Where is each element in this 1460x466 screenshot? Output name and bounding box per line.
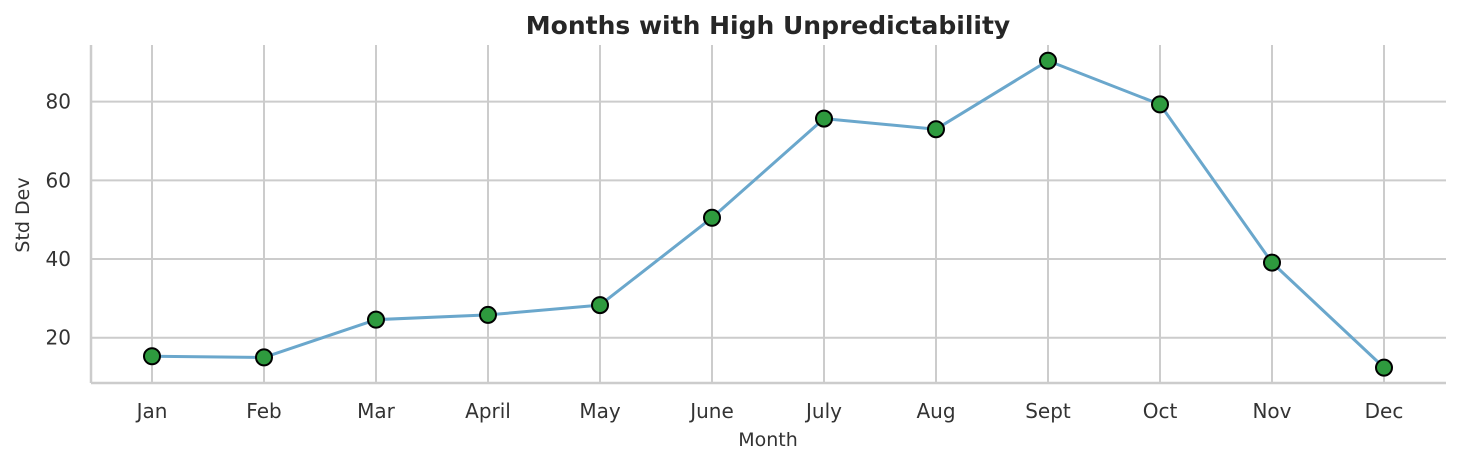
- x-tick-label: May: [579, 399, 621, 423]
- data-point-marker: [1151, 95, 1169, 114]
- x-tick-label: July: [804, 399, 842, 423]
- x-tick-label: Aug: [916, 399, 955, 423]
- y-tick-label: 60: [46, 168, 71, 192]
- y-tick-label: 40: [46, 247, 71, 271]
- tick-labels: 20 40 60 80 Jan Feb Mar April May June July Aug Sept…: [46, 90, 1404, 423]
- data-point-marker: [1263, 253, 1281, 272]
- x-tick-label: Dec: [1365, 399, 1404, 423]
- chart-title: Months with High Unpredictability: [526, 11, 1010, 40]
- data-point-marker: [927, 120, 945, 139]
- grid: [91, 45, 1446, 383]
- data-point-marker: [143, 347, 161, 366]
- y-tick-label: 20: [46, 326, 71, 350]
- x-tick-label: Mar: [357, 399, 396, 423]
- series: [143, 51, 1393, 377]
- axes-spines: [89, 45, 1446, 385]
- x-tick-label: Sept: [1025, 399, 1071, 423]
- series-line: [151, 59, 1386, 369]
- data-point-marker: [1375, 358, 1393, 377]
- data-point-marker: [703, 208, 721, 227]
- x-axis-label: Month: [738, 429, 798, 451]
- data-point-marker: [591, 296, 609, 315]
- data-point-marker: [815, 109, 833, 128]
- data-point-marker: [1039, 51, 1057, 70]
- data-point-marker: [255, 348, 273, 367]
- x-tick-label: Oct: [1143, 399, 1178, 423]
- x-tick-label: Feb: [246, 399, 281, 423]
- x-tick-label: June: [688, 399, 734, 423]
- y-axis-label: Std Dev: [12, 177, 34, 252]
- y-tick-label: 80: [46, 90, 71, 114]
- data-point-marker: [367, 310, 385, 329]
- x-tick-label: Nov: [1252, 399, 1291, 423]
- data-point-marker: [479, 305, 497, 324]
- x-tick-label: Jan: [135, 399, 168, 423]
- x-tick-label: April: [465, 399, 511, 423]
